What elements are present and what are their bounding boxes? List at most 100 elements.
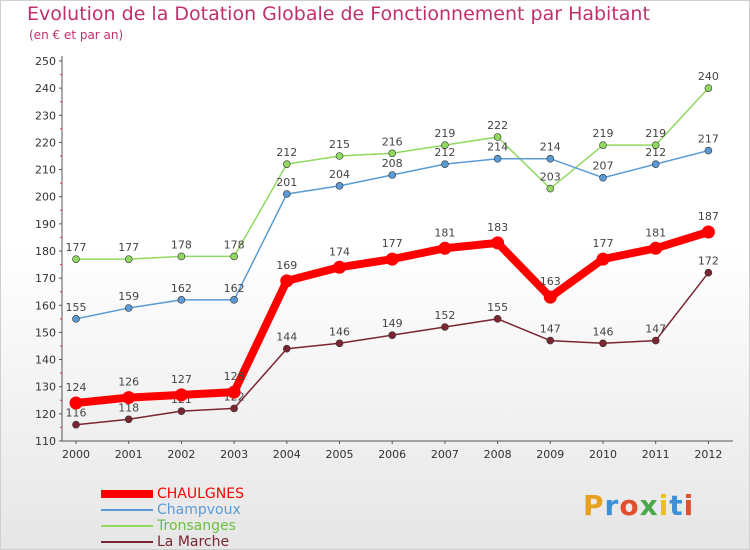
x-tick-label: 2010 (589, 448, 617, 461)
data-label-tronsanges: 215 (329, 138, 350, 151)
y-tick-label: 180 (35, 245, 56, 258)
y-tick-label: 240 (35, 82, 56, 95)
data-label-la-marche: 152 (434, 309, 455, 322)
data-label-chaulgnes: 169 (276, 259, 297, 272)
legend-label-champvoux: Champvoux (157, 502, 241, 518)
data-label-chaulgnes: 124 (66, 381, 87, 394)
data-point-chaulgnes (543, 290, 557, 304)
data-point-la-marche (124, 415, 133, 424)
data-point-chaulgnes (227, 385, 241, 399)
data-label-champvoux: 204 (329, 168, 350, 181)
data-point-la-marche (335, 339, 344, 348)
data-label-champvoux: 201 (276, 176, 297, 189)
data-label-chaulgnes: 163 (540, 275, 561, 288)
logo-letter: t (669, 489, 684, 522)
data-label-tronsanges: 178 (171, 238, 192, 251)
legend-label-chaulgnes: CHAULGNES (157, 486, 244, 502)
data-label-chaulgnes: 126 (118, 376, 139, 389)
y-tick-label: 230 (35, 109, 56, 122)
legend-item-la-marche: La Marche (101, 534, 361, 550)
data-label-champvoux: 162 (171, 282, 192, 295)
data-label-chaulgnes: 174 (329, 245, 350, 258)
data-label-champvoux: 214 (540, 141, 561, 154)
data-label-champvoux: 212 (645, 146, 666, 159)
data-label-la-marche: 172 (698, 255, 719, 268)
x-tick-label: 2009 (536, 448, 564, 461)
data-point-tronsanges (599, 141, 607, 149)
data-point-chaulgnes (280, 274, 294, 288)
data-point-tronsanges (441, 141, 449, 149)
data-label-champvoux: 217 (698, 133, 719, 146)
data-point-la-marche (72, 420, 80, 429)
x-tick-label: 2001 (115, 448, 143, 461)
data-point-champvoux (441, 160, 449, 168)
x-tick-label: 2006 (378, 448, 406, 461)
legend-swatch-tronsanges (101, 525, 153, 527)
logo-letter: r (604, 489, 620, 522)
data-label-la-marche: 155 (487, 301, 508, 314)
data-point-la-marche (177, 407, 186, 415)
data-label-champvoux: 212 (434, 146, 455, 159)
data-point-chaulgnes (122, 391, 136, 405)
data-label-tronsanges: 219 (645, 127, 666, 140)
y-tick-label: 220 (35, 136, 56, 149)
data-point-champvoux (599, 173, 607, 182)
data-point-tronsanges (124, 255, 133, 263)
logo-letter: o (619, 489, 640, 522)
data-point-champvoux (651, 160, 660, 168)
data-label-la-marche: 146 (329, 325, 350, 338)
data-label-champvoux: 207 (593, 160, 614, 173)
data-label-tronsanges: 178 (224, 238, 245, 251)
data-point-chaulgnes (491, 236, 505, 250)
data-label-champvoux: 208 (382, 157, 403, 170)
data-label-la-marche: 149 (382, 317, 403, 330)
x-tick-label: 2011 (642, 448, 670, 461)
data-point-champvoux (230, 296, 238, 304)
data-label-chaulgnes: 177 (382, 237, 403, 250)
data-point-la-marche (282, 344, 291, 353)
y-tick-label: 200 (35, 191, 56, 204)
data-label-tronsanges: 212 (276, 146, 297, 159)
y-tick-label: 210 (35, 164, 56, 177)
data-label-tronsanges: 216 (382, 135, 403, 148)
data-point-tronsanges (546, 184, 555, 193)
data-label-chaulgnes: 187 (698, 210, 719, 223)
data-label-chaulgnes: 181 (645, 226, 666, 239)
logo-letter: i (658, 489, 670, 522)
data-label-la-marche: 147 (645, 323, 666, 336)
data-point-chaulgnes (596, 252, 610, 266)
x-tick-label: 2005 (326, 448, 354, 461)
y-tick-label: 250 (35, 55, 56, 68)
data-point-champvoux (335, 182, 344, 190)
legend-swatch-la-marche (101, 541, 153, 543)
data-point-chaulgnes (701, 225, 715, 239)
data-point-chaulgnes (438, 241, 452, 255)
legend-item-champvoux: Champvoux (101, 502, 361, 518)
data-label-chaulgnes: 128 (224, 370, 245, 383)
data-point-la-marche (651, 336, 660, 345)
data-label-champvoux: 155 (66, 301, 87, 314)
y-tick-label: 160 (35, 299, 56, 312)
data-label-tronsanges: 219 (593, 127, 614, 140)
logo-letter: i (683, 489, 695, 522)
data-point-tronsanges (335, 152, 344, 160)
chart-subtitle: (en € et par an) (29, 28, 124, 42)
data-label-tronsanges: 203 (540, 171, 561, 184)
x-tick-label: 2007 (431, 448, 459, 461)
data-label-la-marche: 144 (276, 331, 297, 344)
data-point-tronsanges (177, 252, 186, 261)
data-point-champvoux (124, 304, 133, 312)
data-label-la-marche: 147 (540, 323, 561, 336)
data-point-tronsanges (493, 133, 502, 141)
x-tick-label: 2012 (694, 448, 722, 461)
data-label-tronsanges: 219 (434, 127, 455, 140)
data-label-chaulgnes: 127 (171, 373, 192, 386)
data-label-tronsanges: 177 (118, 241, 139, 254)
data-point-tronsanges (72, 255, 80, 263)
data-point-la-marche (388, 331, 397, 339)
data-point-la-marche (230, 404, 238, 413)
proxiti-logo: Proxiti (583, 489, 694, 522)
data-point-chaulgnes (385, 252, 399, 266)
data-label-chaulgnes: 181 (434, 226, 455, 239)
legend-item-chaulgnes: CHAULGNES (101, 486, 361, 502)
